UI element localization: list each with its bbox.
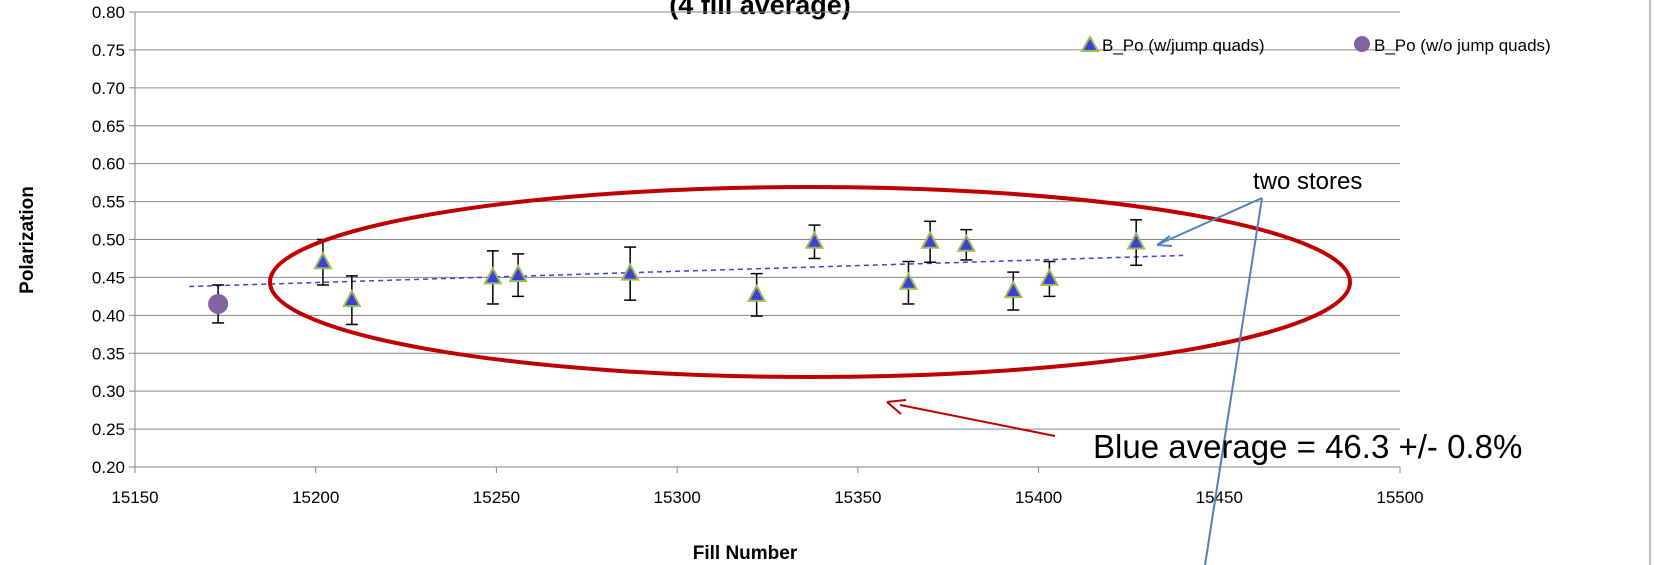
stores-callout-line-2 xyxy=(1204,197,1263,565)
x-tick-label: 15150 xyxy=(111,488,158,507)
x-tick-label: 15500 xyxy=(1376,488,1423,507)
data-point-triangle xyxy=(746,283,767,302)
error-bar-layer xyxy=(212,219,1143,326)
axes-layer xyxy=(134,12,1400,468)
x-tick-labels: 15150 15200 15250 15300 15350 15400 15450 15500 xyxy=(111,488,1423,507)
y-tick-label: 0.50 xyxy=(92,231,125,250)
two-stores-label: two stores xyxy=(1253,168,1362,195)
y-tick-label: 0.20 xyxy=(92,458,125,477)
y-tick-label: 0.55 xyxy=(92,193,125,212)
y-tick-label: 0.40 xyxy=(92,306,125,325)
x-tick-label: 15200 xyxy=(292,488,339,507)
x-axis-title: Fill Number xyxy=(693,543,798,564)
chart-title: (4 fill average) xyxy=(669,0,851,20)
y-tick-label: 0.45 xyxy=(92,268,125,287)
grid-layer xyxy=(129,11,1401,473)
x-tick-label: 15250 xyxy=(473,488,520,507)
x-tick-label: 15400 xyxy=(1015,488,1062,507)
red-arrow-head xyxy=(886,399,907,415)
data-point-triangle xyxy=(1126,231,1146,250)
data-point-triangle xyxy=(1039,267,1060,286)
legend-label-without-jump-quads: B_Po (w/o jump quads) xyxy=(1374,36,1551,55)
highlight-ellipse xyxy=(268,185,1352,379)
y-tick-label: 0.35 xyxy=(92,344,125,363)
data-point-triangle xyxy=(920,230,940,249)
stores-callout-line-1 xyxy=(1156,197,1263,246)
x-tick-label: 15300 xyxy=(654,488,701,507)
legend-triangle-marker xyxy=(1080,34,1100,52)
point-layer xyxy=(208,230,1146,314)
red-arrow-line xyxy=(899,404,1056,437)
data-point-triangle xyxy=(804,230,825,249)
y-axis-title: Polarization xyxy=(17,186,38,294)
legend-label-with-jump-quads: B_Po (w/jump quads) xyxy=(1102,36,1265,55)
y-tick-label: 0.30 xyxy=(92,382,125,401)
y-tick-label: 0.75 xyxy=(92,41,125,60)
data-point-triangle xyxy=(1003,279,1023,299)
data-point-triangle xyxy=(342,289,362,308)
trendline xyxy=(189,254,1184,288)
trend-layer xyxy=(189,254,1184,288)
data-point-triangle xyxy=(956,233,976,252)
data-point-triangle xyxy=(898,271,919,290)
data-point-circle xyxy=(208,293,229,314)
y-tick-label: 0.60 xyxy=(92,155,125,174)
y-tick-label: 0.65 xyxy=(92,117,125,136)
x-tick-label: 15350 xyxy=(834,488,881,507)
blue-average-label: Blue average = 46.3 +/- 0.8% xyxy=(1093,428,1522,465)
legend: B_Po (w/jump quads) B_Po (w/o jump quads… xyxy=(1080,34,1551,55)
data-point-triangle xyxy=(508,264,528,283)
data-point-triangle xyxy=(483,266,503,285)
data-point-triangle xyxy=(620,262,640,281)
y-tick-label: 0.25 xyxy=(92,420,125,439)
y-tick-labels: 0.20 0.25 0.30 0.35 0.40 0.45 0.50 0.55 0.60 0.65… xyxy=(92,3,125,477)
y-tick-label: 0.70 xyxy=(92,79,125,98)
x-tick-label: 15450 xyxy=(1196,488,1243,507)
legend-circle-marker xyxy=(1354,36,1370,52)
data-point-triangle xyxy=(313,251,333,270)
y-tick-label: 0.80 xyxy=(92,3,125,22)
stores-callout-arrowhead xyxy=(1156,235,1173,247)
